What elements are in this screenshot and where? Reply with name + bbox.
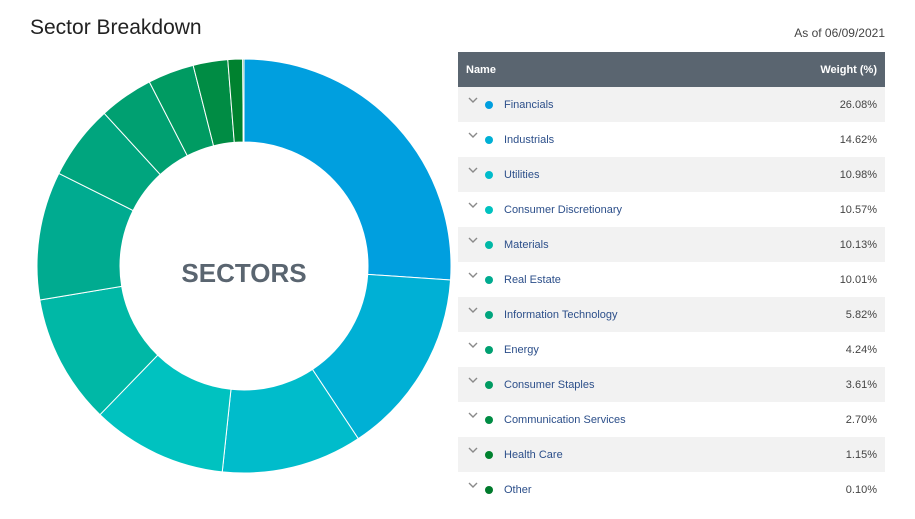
table-row[interactable]: Materials 10.13% [458, 227, 885, 262]
sector-name: Financials [504, 98, 554, 111]
table-row[interactable]: Communication Services 2.70% [458, 402, 885, 437]
table-row[interactable]: Industrials 14.62% [458, 122, 885, 157]
sector-weight: 3.61% [845, 378, 877, 391]
chevron-down-icon[interactable] [467, 410, 479, 422]
sector-weight: 10.98% [839, 168, 877, 181]
sector-name: Communication Services [504, 413, 626, 426]
chevron-down-icon[interactable] [467, 445, 479, 457]
sector-name: Utilities [504, 168, 540, 181]
sector-weight: 2.70% [845, 413, 877, 426]
sector-weight: 10.01% [839, 273, 877, 286]
legend-dot-icon [485, 170, 493, 179]
sector-weight: 14.62% [839, 133, 877, 146]
donut-slice-financials[interactable] [243, 58, 452, 281]
donut-center-label: SECTORS [181, 258, 306, 288]
chevron-down-icon[interactable] [467, 305, 479, 317]
chevron-down-icon[interactable] [467, 375, 479, 387]
chevron-down-icon[interactable] [467, 270, 479, 282]
table-header: Name Weight (%) [458, 52, 885, 87]
donut-svg: SECTORS [36, 58, 452, 474]
chevron-down-icon[interactable] [467, 200, 479, 212]
sector-weight: 4.24% [845, 343, 877, 356]
legend-dot-icon [485, 135, 493, 144]
sector-name: Information Technology [504, 308, 618, 321]
legend-dot-icon [485, 205, 493, 214]
legend-dot-icon [485, 485, 493, 494]
column-header-name: Name [466, 63, 496, 76]
chevron-down-icon[interactable] [467, 480, 479, 492]
table-row[interactable]: Information Technology 5.82% [458, 297, 885, 332]
legend-dot-icon [485, 240, 493, 249]
table-row[interactable]: Energy 4.24% [458, 332, 885, 367]
chevron-down-icon[interactable] [467, 130, 479, 142]
sector-name: Real Estate [504, 273, 561, 286]
sector-name: Consumer Staples [504, 378, 595, 391]
table-row[interactable]: Utilities 10.98% [458, 157, 885, 192]
legend-dot-icon [485, 380, 493, 389]
table-row[interactable]: Consumer Discretionary 10.57% [458, 192, 885, 227]
legend-dot-icon [485, 450, 493, 459]
chevron-down-icon[interactable] [467, 235, 479, 247]
sector-weight: 0.10% [845, 483, 877, 496]
chevron-down-icon[interactable] [467, 95, 479, 107]
sector-name: Energy [504, 343, 539, 356]
sector-weight: 5.82% [845, 308, 877, 321]
column-header-weight: Weight (%) [820, 63, 877, 76]
legend-dot-icon [485, 345, 493, 354]
donut-slice-other[interactable] [242, 58, 245, 143]
sector-donut-chart: SECTORS [36, 58, 452, 474]
sector-name: Health Care [504, 448, 563, 461]
table-body: Financials 26.08% Industrials 14.62% Utiliti… [458, 87, 885, 507]
as-of-date: As of 06/09/2021 [794, 26, 885, 40]
chevron-down-icon[interactable] [467, 340, 479, 352]
table-row[interactable]: Real Estate 10.01% [458, 262, 885, 297]
table-row[interactable]: Other 0.10% [458, 472, 885, 507]
legend-dot-icon [485, 275, 493, 284]
sector-weight: 10.57% [839, 203, 877, 216]
sector-name: Consumer Discretionary [504, 203, 622, 216]
table-row[interactable]: Health Care 1.15% [458, 437, 885, 472]
chevron-down-icon[interactable] [467, 165, 479, 177]
legend-dot-icon [485, 415, 493, 424]
donut-slices [36, 58, 452, 474]
page-title: Sector Breakdown [30, 16, 202, 39]
sector-table: Name Weight (%) Financials 26.08% Industri… [458, 52, 885, 507]
sector-weight: 1.15% [845, 448, 877, 461]
table-row[interactable]: Consumer Staples 3.61% [458, 367, 885, 402]
legend-dot-icon [485, 310, 493, 319]
sector-name: Industrials [504, 133, 555, 146]
sector-name: Materials [504, 238, 549, 251]
sector-weight: 26.08% [839, 98, 877, 111]
legend-dot-icon [485, 100, 493, 109]
table-row[interactable]: Financials 26.08% [458, 87, 885, 122]
sector-name: Other [504, 483, 532, 496]
sector-weight: 10.13% [839, 238, 877, 251]
